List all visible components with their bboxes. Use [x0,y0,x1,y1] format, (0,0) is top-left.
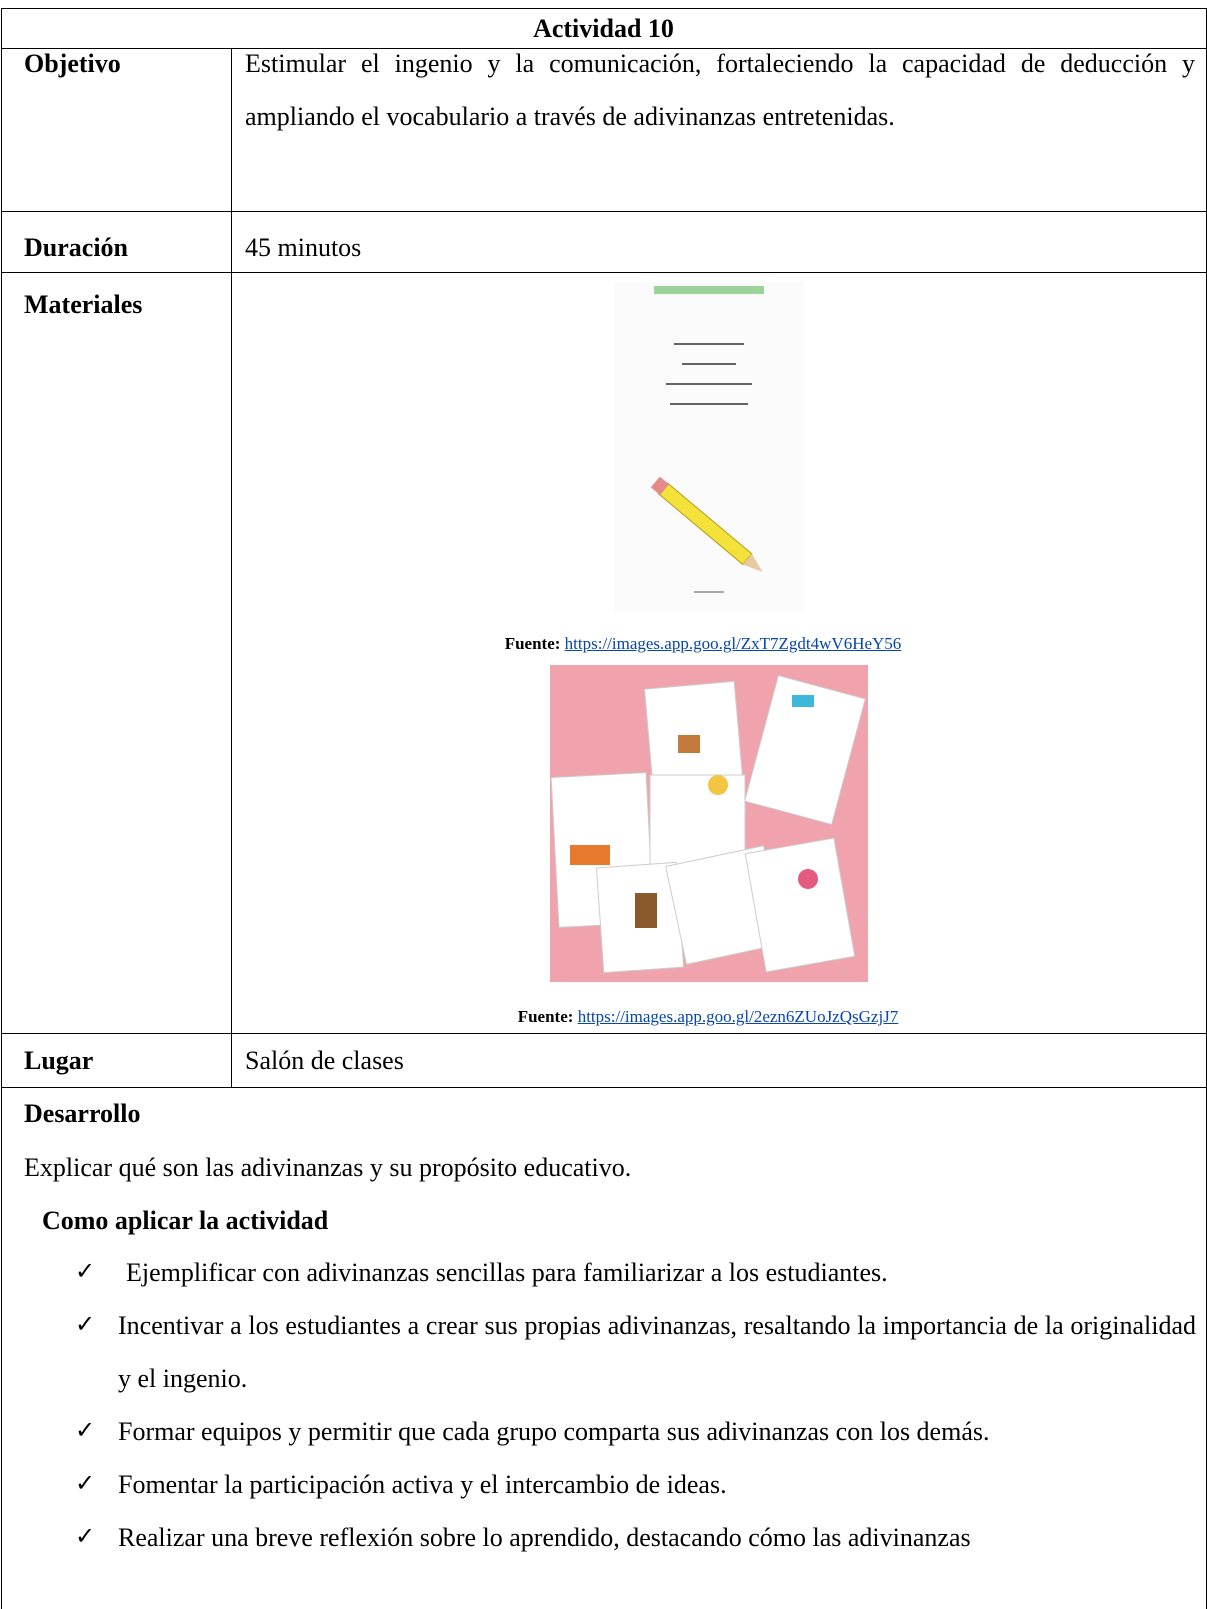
row-label: Lugar [24,1046,94,1075]
row-text: 45 minutos [245,233,362,262]
value-cell [231,211,1207,273]
source: Fuente: https://images.app.goo.gl/ZxT7Zg… [504,634,902,653]
list-item: Ejemplificar con adivinanzas sencillas p… [126,1258,888,1287]
row-text: Estimular el ingenio y la comunicación, … [245,49,1195,131]
row-label: Duración [24,233,128,262]
check-mark: ✓ [75,1524,96,1550]
list-item: Fomentar la participación activa y el in… [118,1470,727,1499]
row-label: Objetivo [24,49,121,78]
list-item: Formar equipos y permitir que cada grupo… [118,1417,990,1446]
list-item: Realizar una breve reflexión sobre lo ap… [118,1523,971,1552]
riddle-image [614,282,804,612]
source-link[interactable]: https://images.app.goo.gl/ZxT7Zgdt4wV6He… [564,634,902,653]
section-heading: Desarrollo [24,1099,141,1128]
check-mark: ✓ [75,1259,96,1285]
list-item: Incentivar a los estudiantes a crear sus… [118,1311,1196,1393]
check-mark: ✓ [75,1312,96,1338]
title: Actividad 10 [533,14,674,43]
paragraph: Explicar qué son las adivinanzas y su pr… [24,1153,632,1182]
check-mark: ✓ [75,1418,96,1444]
source-link[interactable]: https://images.app.goo.gl/2ezn6ZUoJzQsGz… [577,1007,899,1026]
source: Fuente: https://images.app.goo.gl/2ezn6Z… [517,1007,899,1026]
check-mark: ✓ [75,1471,96,1497]
subheading: Como aplicar la actividad [42,1206,329,1235]
label-cell [1,272,232,1034]
row-label: Materiales [24,290,143,319]
cards-image [550,665,868,982]
row-text: Salón de clases [245,1046,404,1075]
